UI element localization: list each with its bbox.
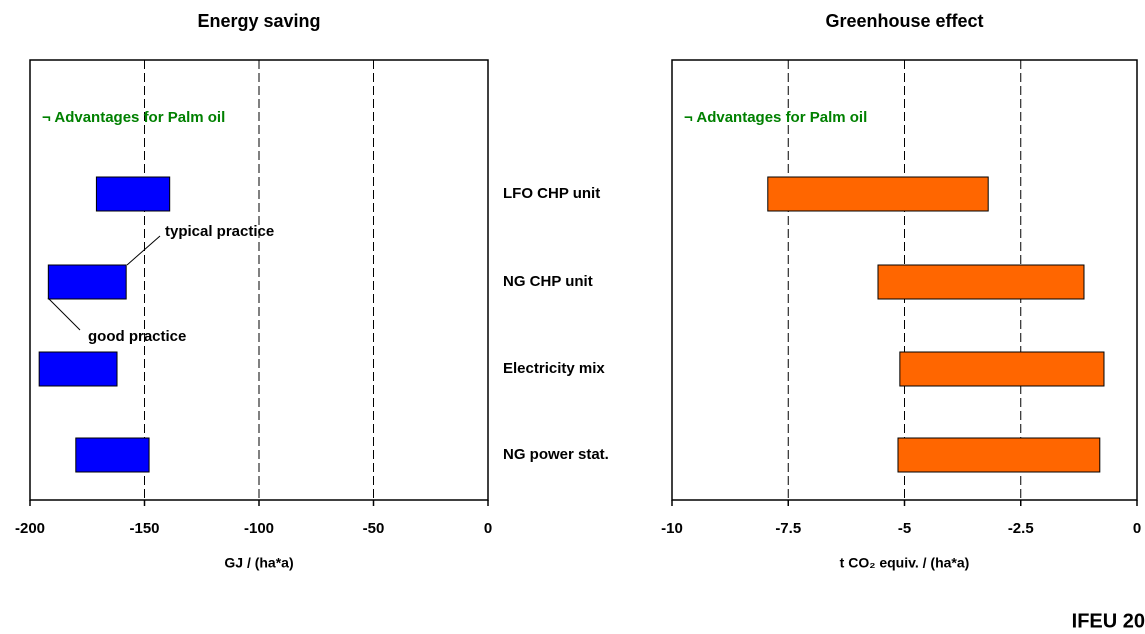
range-bar <box>897 437 1101 473</box>
range-bar <box>899 351 1105 387</box>
plot-frame <box>671 59 1138 501</box>
callout-line <box>47 297 81 331</box>
category-label: LFO CHP unit <box>503 185 600 202</box>
callout-line <box>126 235 161 266</box>
plot-frame <box>29 59 489 501</box>
category-label: Electricity mix <box>503 360 605 377</box>
range-bar <box>47 264 127 300</box>
chart-title: Energy saving <box>197 11 320 31</box>
x-tick-label: -50 <box>363 520 385 537</box>
callout: typical practice <box>165 223 274 240</box>
x-tick-label: 0 <box>1133 520 1141 537</box>
annotation: ¬ Advantages for Palm oil <box>42 109 225 126</box>
x-tick-label: -10 <box>661 520 683 537</box>
annotation: ¬ Advantages for Palm oil <box>684 109 867 126</box>
x-tick-label: 0 <box>484 520 492 537</box>
category-label: NG CHP unit <box>503 273 593 290</box>
range-bar <box>75 437 150 473</box>
x-tick-label: -150 <box>129 520 159 537</box>
x-tick-label: -7.5 <box>775 520 801 537</box>
callout: good practice <box>88 328 186 345</box>
chart-title: Greenhouse effect <box>825 11 983 31</box>
range-bar <box>877 264 1085 300</box>
range-bar <box>767 176 989 212</box>
range-bar <box>95 176 171 212</box>
x-axis-label: t CO₂ equiv. / (ha*a) <box>840 555 970 571</box>
x-axis-label: GJ / (ha*a) <box>224 555 293 571</box>
x-tick-label: -200 <box>15 520 45 537</box>
x-tick-label: -2.5 <box>1008 520 1034 537</box>
footer: IFEU 20 <box>1072 610 1145 632</box>
x-tick-label: -5 <box>898 520 911 537</box>
x-tick-label: -100 <box>244 520 274 537</box>
category-label: NG power stat. <box>503 446 609 463</box>
range-bar <box>38 351 118 387</box>
